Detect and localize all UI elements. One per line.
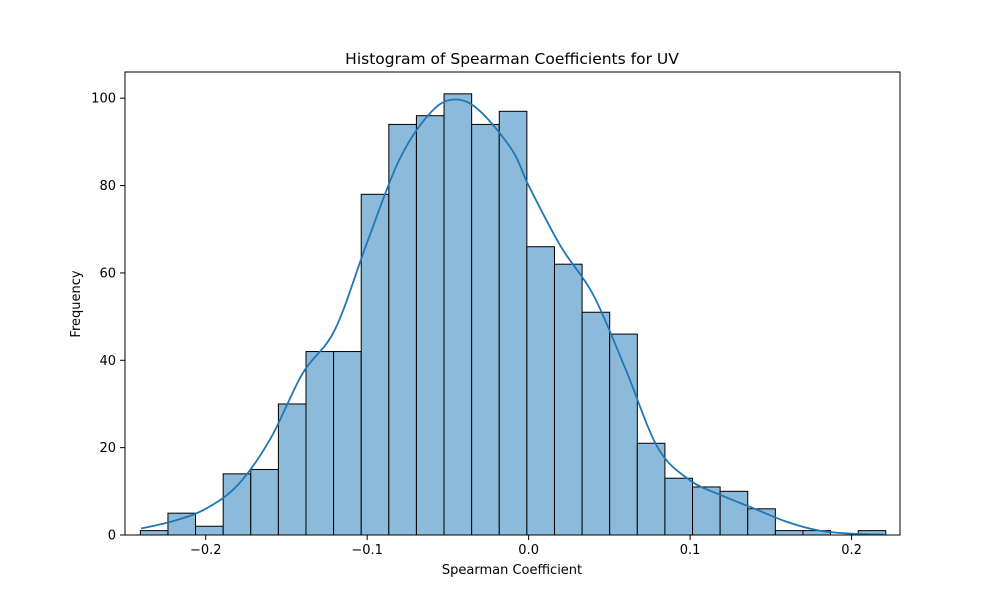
histogram-bar xyxy=(305,351,335,536)
y-tick-label: 40 xyxy=(99,354,116,369)
histogram-bar xyxy=(443,93,473,536)
histogram-bar xyxy=(747,508,776,536)
x-tick-label: 0.2 xyxy=(841,543,862,558)
histogram-bar xyxy=(664,477,694,536)
histogram-bar xyxy=(388,123,417,536)
y-tick-label: 20 xyxy=(99,441,116,456)
kde-curve xyxy=(140,98,884,536)
histogram-bar xyxy=(222,473,252,536)
bars-layer xyxy=(139,93,887,536)
y-tick-label: 100 xyxy=(91,92,116,107)
histogram-bar xyxy=(195,525,224,536)
histogram-bar xyxy=(774,530,804,536)
y-tick-label: 80 xyxy=(99,179,116,194)
y-tick-label: 60 xyxy=(99,266,116,281)
x-tick-label: −0.1 xyxy=(351,543,383,558)
x-tick-label: −0.2 xyxy=(190,543,222,558)
y-axis-label: Frequency xyxy=(69,270,84,337)
histogram-bar xyxy=(471,123,500,536)
plot-frame xyxy=(124,71,901,536)
histogram-bar xyxy=(415,115,445,536)
histogram-bar xyxy=(333,351,362,536)
x-axis-label: Spearman Coefficient xyxy=(442,563,582,578)
chart-title: Histogram of Spearman Coefficients for U… xyxy=(345,50,679,68)
histogram-bar xyxy=(167,512,197,536)
histogram-bar xyxy=(636,442,666,536)
x-tick-label: 0.0 xyxy=(518,543,539,558)
x-axis-ticks: −0.2 −0.1 0.0 0.1 0.2 xyxy=(190,535,862,558)
histogram-bar xyxy=(277,403,307,536)
histogram-bar xyxy=(719,490,749,536)
histogram-bar xyxy=(498,110,528,536)
x-tick-label: 0.1 xyxy=(680,543,701,558)
y-axis-ticks: 0 20 40 60 80 100 xyxy=(91,92,125,544)
histogram-bar xyxy=(360,193,390,536)
histogram-bar xyxy=(609,333,638,536)
histogram-bar xyxy=(139,530,169,536)
y-tick-label: 0 xyxy=(108,529,116,544)
histogram-bar xyxy=(553,263,583,536)
histogram-bar xyxy=(692,486,721,536)
histogram-bar xyxy=(526,246,555,536)
histogram-bar xyxy=(581,311,611,536)
histogram-bar xyxy=(250,468,279,536)
